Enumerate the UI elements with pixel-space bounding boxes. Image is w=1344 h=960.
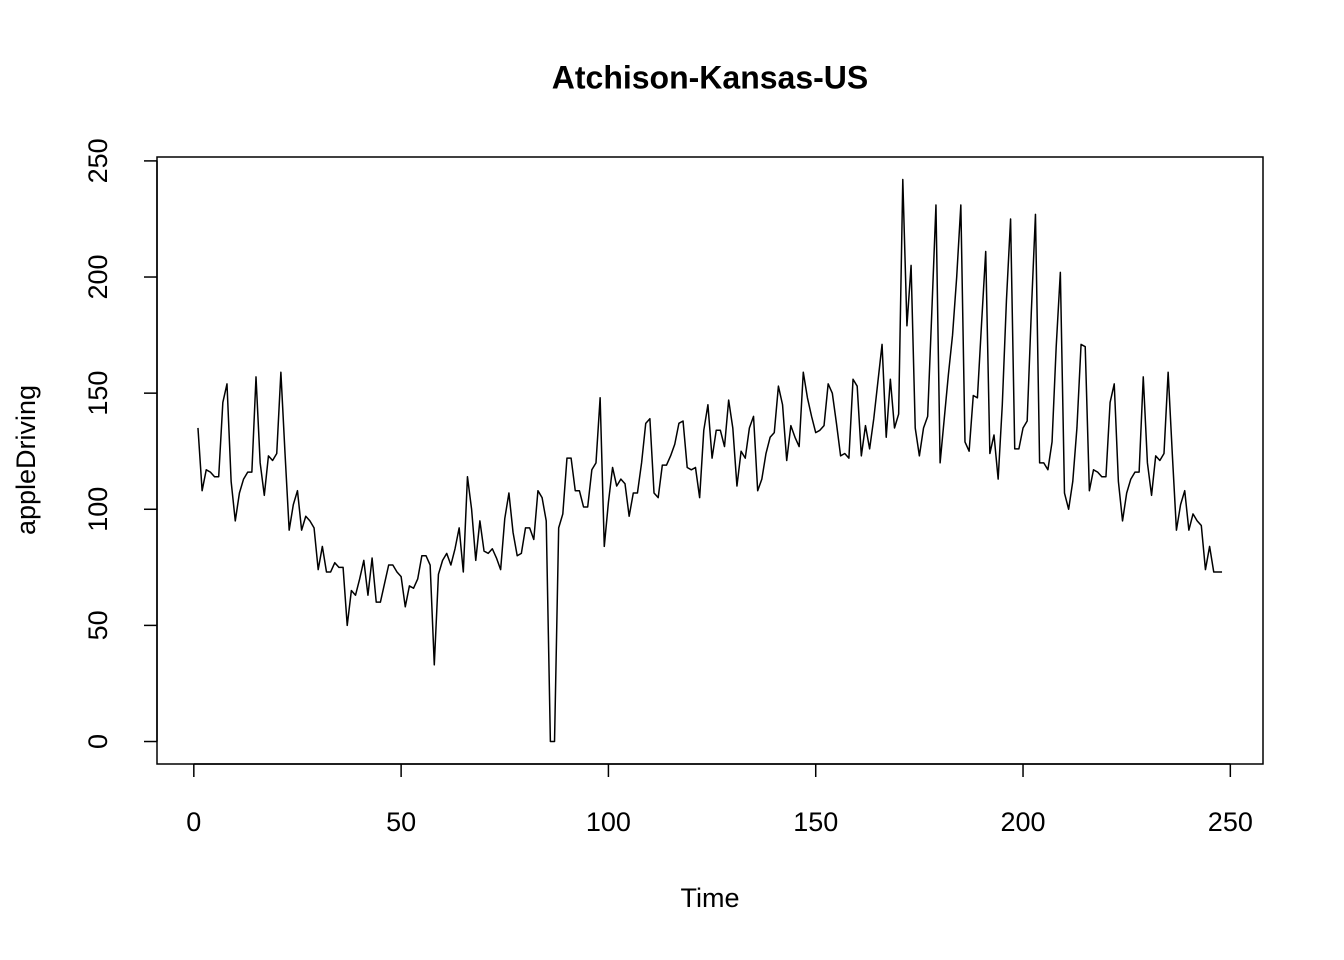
x-axis-label: Time: [681, 883, 740, 913]
x-tick-label: 0: [186, 807, 201, 837]
y-tick-label: 200: [83, 254, 113, 299]
x-tick-label: 50: [386, 807, 416, 837]
chart-title: Atchison-Kansas-US: [552, 59, 869, 95]
plot-frame: [156, 156, 1264, 765]
y-tick-label: 250: [83, 138, 113, 183]
x-tick-label: 200: [1000, 807, 1045, 837]
x-tick-label: 100: [586, 807, 631, 837]
x-tick-label: 150: [793, 807, 838, 837]
data-line: [197, 178, 1223, 743]
y-tick-label: 50: [83, 610, 113, 640]
x-tick-label: 250: [1208, 807, 1253, 837]
y-axis-label: appleDriving: [11, 385, 41, 535]
y-tick-label: 150: [83, 371, 113, 416]
y-tick-label: 0: [83, 734, 113, 749]
y-tick-label: 100: [83, 487, 113, 532]
